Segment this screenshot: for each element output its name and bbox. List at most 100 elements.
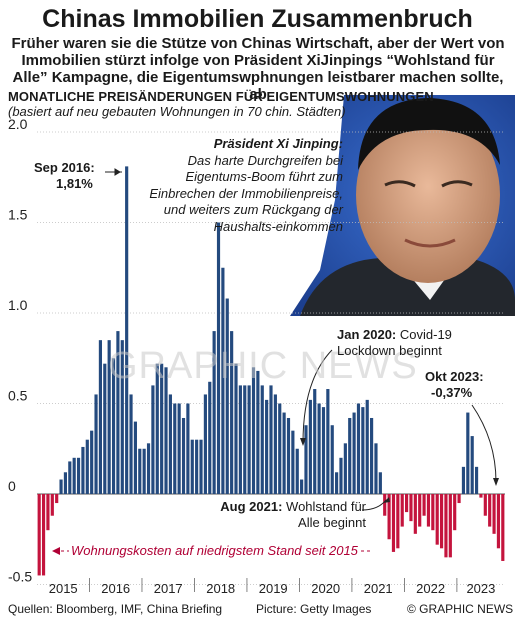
bar bbox=[76, 457, 81, 494]
bar bbox=[216, 222, 221, 494]
x-axis-ticks: 2015 2016 2017 2018 2019 2020 2021 2022 2023 bbox=[49, 578, 495, 596]
bar bbox=[370, 417, 374, 494]
bar bbox=[374, 443, 378, 494]
bar bbox=[326, 389, 330, 494]
bar bbox=[405, 494, 409, 513]
bar bbox=[46, 494, 50, 531]
footer-sources: Quellen: Bloomberg, IMF, China Briefing bbox=[8, 602, 223, 616]
annotation-aug2021-date: Aug 2021: bbox=[220, 499, 283, 514]
bar bbox=[59, 479, 63, 494]
bar bbox=[265, 399, 269, 494]
bar bbox=[151, 385, 155, 494]
okt2023-pointer bbox=[471, 404, 497, 483]
bar bbox=[256, 370, 260, 494]
bar bbox=[483, 494, 487, 516]
bar bbox=[203, 394, 207, 494]
bar bbox=[164, 367, 168, 494]
jan2020-pointer bbox=[302, 349, 333, 444]
annotation-pointers bbox=[105, 168, 499, 511]
bar bbox=[439, 494, 444, 549]
bar bbox=[68, 461, 72, 494]
bar bbox=[313, 389, 317, 494]
bar bbox=[321, 407, 326, 494]
bar bbox=[444, 494, 448, 558]
bar bbox=[396, 494, 400, 549]
bar bbox=[208, 381, 212, 494]
bar bbox=[286, 417, 291, 494]
bar bbox=[361, 407, 365, 494]
bar bbox=[278, 403, 282, 494]
bar bbox=[85, 439, 89, 494]
annotation-sep2016-value: 1,81% bbox=[56, 176, 93, 191]
annotation-aug2021: Aug 2021: Wohlstand für Alle beginnt bbox=[216, 499, 366, 531]
bar bbox=[291, 430, 295, 494]
bar bbox=[41, 494, 46, 576]
bar bbox=[466, 412, 470, 494]
bar bbox=[269, 385, 273, 494]
bar bbox=[107, 340, 111, 494]
bar bbox=[457, 494, 461, 504]
bar bbox=[304, 425, 308, 494]
xi-jinping-photo bbox=[290, 95, 515, 316]
bar bbox=[129, 394, 133, 494]
x-tick-label: 2016 bbox=[101, 581, 130, 596]
bar bbox=[55, 494, 59, 504]
annotation-sep2016: Sep 2016: 1,81% bbox=[34, 160, 95, 192]
x-tick-label: 2018 bbox=[206, 581, 235, 596]
bar bbox=[177, 403, 181, 494]
bar bbox=[243, 385, 247, 494]
bar bbox=[133, 421, 137, 494]
bar bbox=[387, 494, 391, 540]
y-tick-label: 1.0 bbox=[8, 297, 28, 313]
bar bbox=[190, 439, 194, 494]
annotation-okt2023-label: Okt 2023: bbox=[425, 369, 484, 384]
bar bbox=[352, 412, 356, 494]
bar bbox=[173, 403, 177, 494]
bar bbox=[335, 472, 339, 494]
bar bbox=[501, 494, 505, 561]
bar bbox=[431, 494, 435, 531]
bar bbox=[168, 394, 172, 494]
bar bbox=[282, 412, 286, 494]
bar bbox=[356, 403, 361, 494]
y-tick-label: -0.5 bbox=[8, 569, 32, 585]
x-tick-label: 2022 bbox=[416, 581, 445, 596]
bar bbox=[426, 494, 431, 527]
y-axis-ticks: 2.0 1.5 1.0 0.5 0 -0.5 bbox=[8, 116, 32, 585]
bar bbox=[461, 466, 466, 494]
annotation-okt2023-value: -0,37% bbox=[431, 385, 473, 400]
footer-picture-credit: Picture: Getty Images bbox=[256, 602, 372, 616]
bar bbox=[138, 448, 142, 494]
quote-speaker: Präsident Xi Jinping: bbox=[213, 136, 343, 151]
bar bbox=[238, 385, 242, 494]
bar bbox=[488, 494, 492, 527]
bar bbox=[186, 403, 190, 494]
footer-copyright: © GRAPHIC NEWS bbox=[407, 602, 514, 616]
bar bbox=[295, 448, 299, 494]
bar bbox=[94, 394, 98, 494]
y-tick-label: 2.0 bbox=[8, 116, 28, 132]
bar bbox=[273, 394, 277, 494]
bar bbox=[492, 494, 496, 534]
bar bbox=[125, 166, 129, 494]
bar bbox=[413, 494, 417, 534]
bar bbox=[343, 443, 347, 494]
bar bbox=[120, 340, 124, 494]
y-tick-label: 1.5 bbox=[8, 207, 28, 223]
bar bbox=[300, 479, 304, 494]
chart-bars bbox=[37, 166, 505, 576]
bar bbox=[230, 331, 234, 494]
x-tick-label: 2015 bbox=[49, 581, 78, 596]
x-tick-label: 2020 bbox=[311, 581, 340, 596]
bar bbox=[400, 494, 404, 527]
chart-footnote: Wohnungskosten auf niedrigstem Stand sei… bbox=[69, 543, 360, 559]
bar bbox=[251, 367, 256, 494]
bar bbox=[496, 494, 501, 549]
bar bbox=[146, 443, 151, 494]
x-tick-label: 2023 bbox=[466, 581, 495, 596]
bar bbox=[339, 457, 343, 494]
y-tick-label: 0.5 bbox=[8, 388, 28, 404]
bar bbox=[308, 399, 312, 494]
bar bbox=[63, 472, 68, 494]
